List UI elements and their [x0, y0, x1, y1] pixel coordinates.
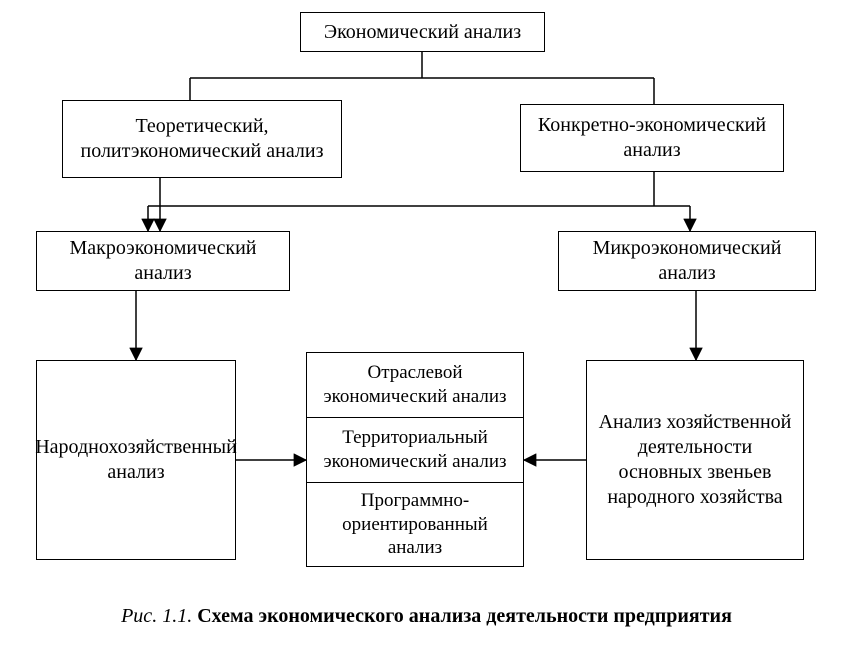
node-root-label: Экономический анализ: [324, 20, 521, 45]
node-macro: Макроэкономический анализ: [36, 231, 290, 291]
node-national-economy: Народнохозяйственный анализ: [36, 360, 236, 560]
node-territorial: Территориальный экономический анализ: [307, 417, 523, 482]
node-sectoral: Отраслевой экономический анализ: [307, 353, 523, 417]
node-sectoral-label: Отраслевой экономический анализ: [317, 361, 513, 409]
node-territorial-label: Территориальный экономический анализ: [317, 426, 513, 474]
flowchart: Экономический анализ Теоретический, поли…: [0, 0, 853, 672]
figure-label: Рис. 1.1.: [121, 605, 192, 627]
node-national-economy-label: Народнохозяйственный анализ: [35, 435, 237, 485]
node-enterprise-activity: Анализ хозяйственной деятельности основн…: [586, 360, 804, 560]
node-macro-label: Макроэкономический анализ: [47, 236, 279, 286]
node-theoretical: Теоретический, политэкономический анализ: [62, 100, 342, 178]
node-concrete-label: Конкретно-экономический анализ: [531, 113, 773, 163]
node-enterprise-activity-label: Анализ хозяйственной деятельности основн…: [597, 410, 793, 510]
node-program-oriented: Программно-ориентированный анализ: [307, 482, 523, 566]
node-root: Экономический анализ: [300, 12, 545, 52]
node-theoretical-label: Теоретический, политэкономический анализ: [73, 114, 331, 164]
node-micro: Микроэкономический анализ: [558, 231, 816, 291]
node-program-oriented-label: Программно-ориентированный анализ: [317, 489, 513, 560]
figure-caption-text: Схема экономического анализа деятельност…: [197, 605, 732, 627]
node-middle-stack: Отраслевой экономический анализ Территор…: [306, 352, 524, 567]
node-concrete: Конкретно-экономический анализ: [520, 104, 784, 172]
node-micro-label: Микроэкономический анализ: [569, 236, 805, 286]
figure-caption: Рис. 1.1. Схема экономического анализа д…: [0, 605, 853, 628]
